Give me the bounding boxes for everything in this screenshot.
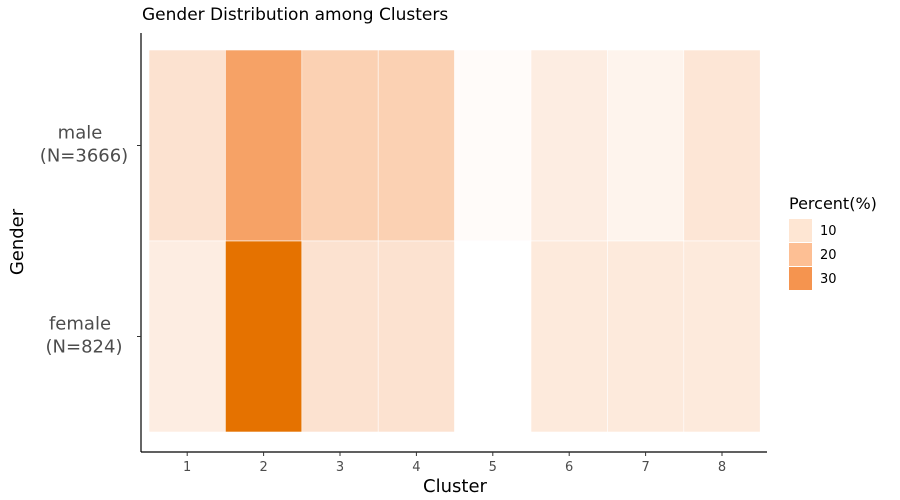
legend-swatch: [789, 243, 812, 266]
x-tick-label: 1: [183, 460, 191, 475]
heatmap-cell: [530, 240, 608, 433]
heatmap-cell: [377, 240, 455, 433]
heatmap-cell: [148, 240, 226, 433]
x-axis-title: Cluster: [423, 476, 487, 497]
x-tick-label: 5: [489, 460, 497, 475]
heatmap-cell: [683, 49, 761, 242]
heatmap-cell: [683, 240, 761, 433]
chart-title: Gender Distribution among Clusters: [142, 5, 448, 25]
heatmap-cell: [454, 240, 532, 433]
heatmap-cell: [607, 49, 685, 242]
y-axis-ticks: male(N=3666) female(N=824): [40, 123, 141, 358]
heatmap-cell: [530, 49, 608, 242]
heatmap-cell: [377, 49, 455, 242]
x-tick-label: 3: [336, 460, 344, 475]
y-tick-label-count: (N=3666): [40, 146, 128, 167]
legend-label: 10: [820, 224, 837, 239]
heatmap-cell: [454, 49, 532, 242]
heatmap-cells: [148, 49, 761, 433]
x-axis-ticks: 1 2 3 4 5 6 7 8: [183, 452, 726, 475]
legend: Percent(%) 10 20 30: [789, 194, 877, 290]
y-axis-title: Gender: [7, 208, 28, 275]
x-tick-label: 8: [718, 460, 726, 475]
x-tick-label: 6: [565, 460, 573, 475]
legend-swatch: [789, 267, 812, 290]
heatmap-cell: [225, 49, 303, 242]
legend-title: Percent(%): [789, 194, 877, 213]
legend-label: 20: [820, 248, 837, 263]
heatmap-cell: [301, 240, 379, 433]
x-tick-label: 2: [259, 460, 267, 475]
heatmap-cell: [225, 240, 303, 433]
y-tick-label: male: [58, 123, 103, 144]
legend-label: 30: [820, 272, 837, 287]
heatmap-cell: [607, 240, 685, 433]
x-tick-label: 4: [412, 460, 420, 475]
heatmap-cell: [301, 49, 379, 242]
heatmap-cell: [148, 49, 226, 242]
y-tick-label: female: [49, 314, 111, 335]
y-tick-label-count: (N=824): [46, 337, 123, 358]
legend-swatch: [789, 219, 812, 242]
x-tick-label: 7: [641, 460, 649, 475]
